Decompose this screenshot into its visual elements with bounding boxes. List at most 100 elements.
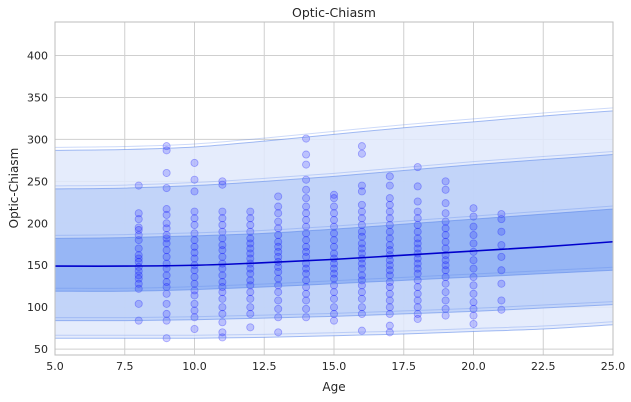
data-point [246, 249, 255, 258]
data-point [218, 309, 227, 318]
data-point [357, 214, 366, 223]
data-point [218, 180, 227, 189]
line-p01-alt [55, 321, 614, 336]
data-point [246, 303, 255, 312]
data-point [218, 294, 227, 303]
plot-frame [54, 21, 614, 356]
data-point [385, 246, 394, 255]
data-point [302, 222, 311, 231]
line-p25-alt [54, 266, 614, 289]
data-point [274, 288, 283, 297]
data-point [302, 175, 311, 184]
data-point [469, 231, 478, 240]
data-point [413, 296, 422, 305]
data-point [441, 296, 450, 305]
x-tick-label: 10.0 [182, 360, 207, 373]
data-point [441, 288, 450, 297]
data-point [497, 210, 506, 219]
data-point [190, 214, 199, 223]
data-point [162, 271, 171, 280]
data-point [497, 241, 506, 250]
data-point [302, 247, 311, 256]
data-point [469, 204, 478, 213]
data-point [357, 264, 366, 273]
data-point [190, 242, 199, 251]
data-point [413, 244, 422, 253]
x-tick-labels: 5.0 7.5 10.0 12.5 15.0 17.5 20.0 22.5 25.0 [46, 360, 625, 373]
data-point [274, 231, 283, 240]
data-point [162, 299, 171, 308]
data-point [469, 319, 478, 328]
data-point [246, 214, 255, 223]
line-p99 [54, 110, 614, 151]
data-point [218, 264, 227, 273]
y-tick-label: 400 [27, 50, 48, 63]
data-point [385, 207, 394, 216]
data-point [134, 274, 143, 283]
x-tick-label: 15.0 [322, 360, 347, 373]
x-tick-label: 17.5 [392, 360, 417, 373]
data-point [190, 306, 199, 315]
data-point [218, 214, 227, 223]
data-point [218, 318, 227, 327]
line-p95 [54, 154, 614, 190]
data-point [357, 303, 366, 312]
data-point [274, 247, 283, 256]
data-point [413, 264, 422, 273]
data-point [385, 214, 394, 223]
data-point [246, 288, 255, 297]
data-point [218, 177, 227, 186]
data-point [441, 199, 450, 208]
data-point [274, 304, 283, 313]
data-point [246, 207, 255, 216]
data-point [329, 249, 338, 258]
data-point [441, 177, 450, 186]
data-point [190, 207, 199, 216]
data-point [329, 274, 338, 283]
data-point [246, 234, 255, 243]
data-point [329, 303, 338, 312]
data-point [357, 288, 366, 297]
data-point [385, 241, 394, 250]
data-point [497, 252, 506, 261]
data-point [302, 252, 311, 261]
data-point [357, 207, 366, 216]
data-point [329, 229, 338, 238]
data-point [246, 309, 255, 318]
data-point [302, 194, 311, 203]
data-point [190, 299, 199, 308]
data-point [274, 252, 283, 261]
data-point [134, 215, 143, 224]
data-point [274, 224, 283, 233]
data-point [329, 316, 338, 325]
data-point [329, 294, 338, 303]
data-point [329, 242, 338, 251]
data-point [469, 256, 478, 265]
band-inner [55, 209, 613, 292]
data-point [218, 252, 227, 261]
data-point [441, 237, 450, 246]
data-point [302, 269, 311, 278]
data-point [413, 239, 422, 248]
data-point [385, 321, 394, 330]
data-point [134, 244, 143, 253]
data-point [274, 217, 283, 226]
data-point [329, 236, 338, 245]
data-point [134, 254, 143, 263]
data-point [329, 288, 338, 297]
data-point [218, 278, 227, 287]
data-point [134, 223, 143, 232]
data-point [302, 236, 311, 245]
data-point [162, 246, 171, 255]
data-point [274, 209, 283, 218]
data-point [302, 185, 311, 194]
data-point [190, 187, 199, 196]
data-point [190, 220, 199, 229]
data-point [218, 234, 227, 243]
data-point [413, 314, 422, 323]
data-point [162, 278, 171, 287]
data-point [357, 281, 366, 290]
data-point [190, 286, 199, 295]
data-point [246, 269, 255, 278]
data-point [413, 207, 422, 216]
